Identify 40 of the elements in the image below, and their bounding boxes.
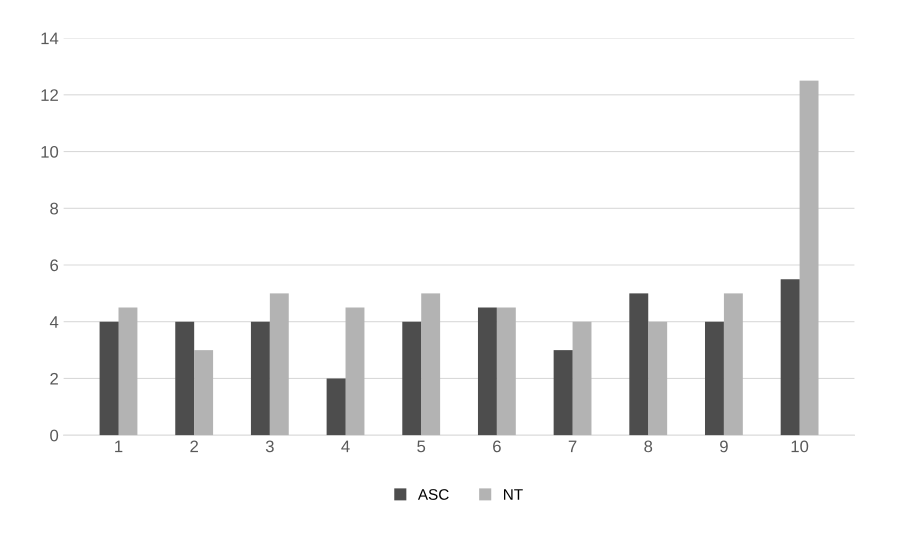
- bar: [572, 322, 592, 436]
- y-tick-label: 12: [42, 89, 58, 101]
- y-tick-label: 2: [50, 372, 58, 385]
- x-tick-label: 8: [644, 440, 652, 452]
- x-tick-label: 5: [417, 440, 426, 452]
- x-tick-label: 2: [190, 440, 198, 452]
- legend-label: ASC: [418, 489, 449, 500]
- bar: [118, 308, 138, 436]
- x-tick-label: 4: [341, 440, 350, 452]
- bar: [554, 350, 573, 436]
- bar: [421, 293, 440, 436]
- y-tick-label: 14: [42, 32, 58, 44]
- bar: [250, 322, 270, 436]
- x-tick-label: 10: [792, 440, 808, 452]
- y-tick-label: 0: [50, 430, 58, 442]
- bar: [346, 308, 364, 436]
- bar: [800, 80, 819, 436]
- bar: [704, 322, 724, 436]
- bar: [629, 293, 648, 436]
- y-tick-label: 8: [50, 202, 58, 214]
- bar: [780, 279, 800, 436]
- bar: [100, 322, 118, 436]
- x-tick-label: 1: [115, 440, 122, 452]
- x-tick-label: 9: [720, 440, 728, 452]
- bar: [402, 322, 422, 436]
- x-tick-label: 7: [568, 440, 576, 452]
- legend-label: NT: [504, 489, 523, 500]
- bar: [194, 350, 214, 436]
- bar: [496, 308, 516, 436]
- bar: [175, 322, 194, 436]
- bar: [478, 308, 497, 436]
- bar: [648, 322, 668, 436]
- bar: [724, 293, 743, 436]
- y-tick-label: 4: [50, 316, 58, 328]
- y-tick-label: 6: [50, 259, 58, 272]
- y-tick-label: 10: [42, 146, 58, 158]
- bar: [326, 378, 346, 436]
- x-tick-label: 3: [266, 440, 274, 452]
- bar: [270, 293, 289, 436]
- x-tick-label: 6: [493, 440, 501, 452]
